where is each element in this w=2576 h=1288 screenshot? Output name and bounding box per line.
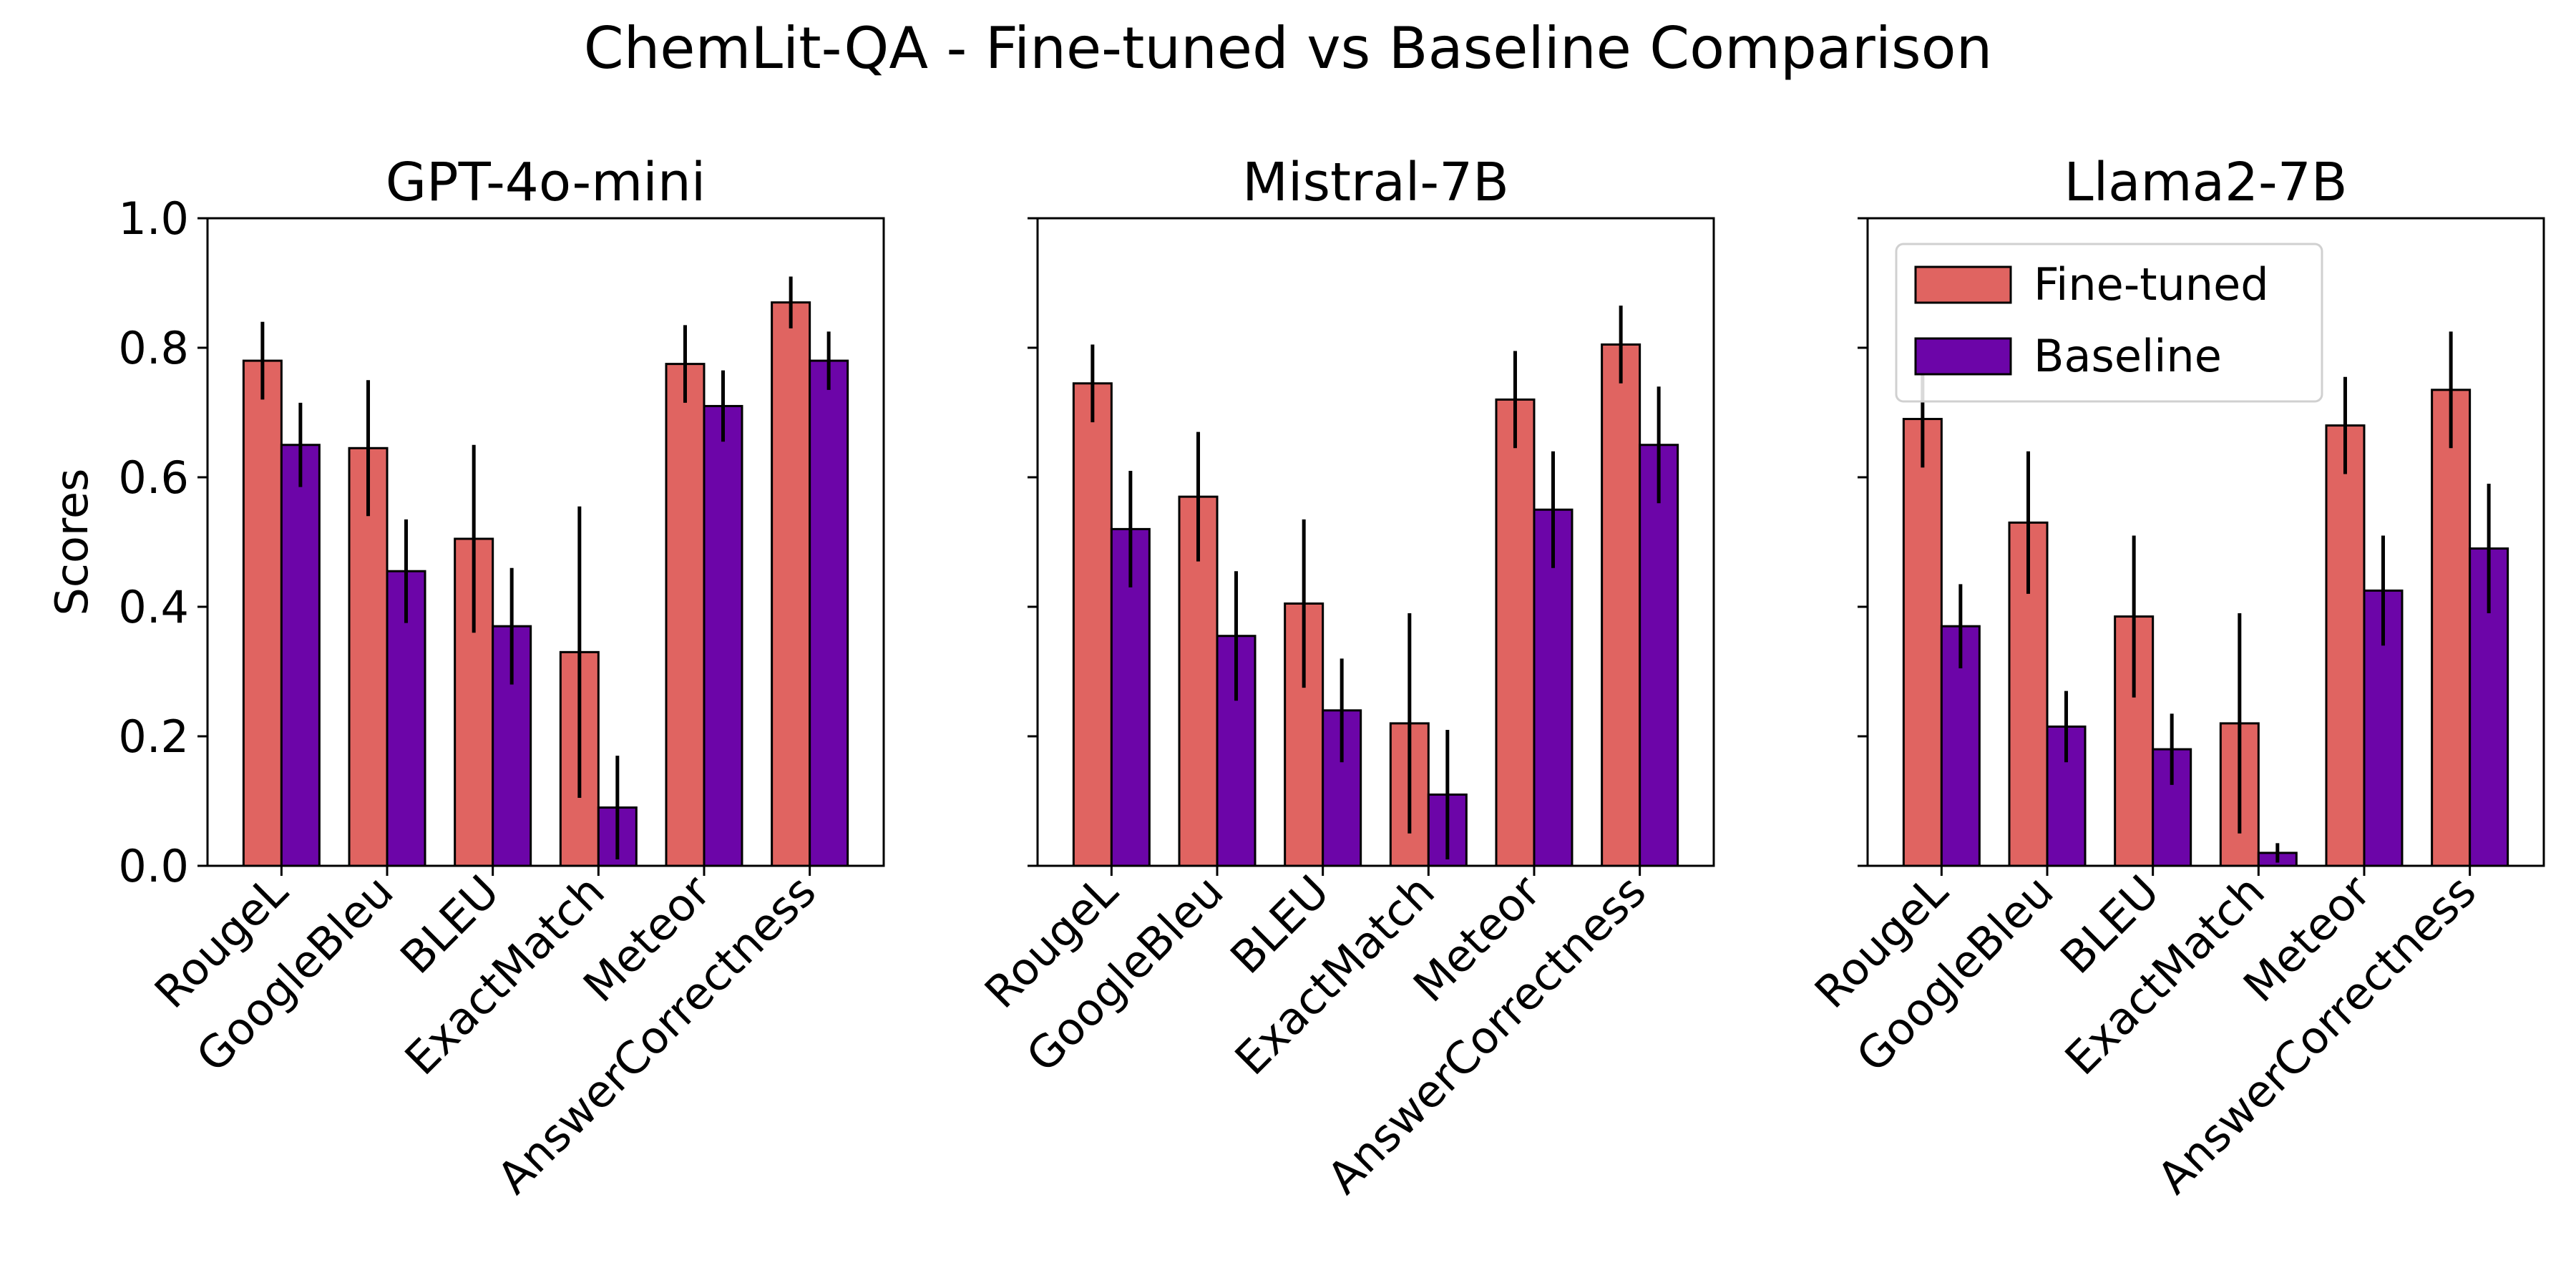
y-tick-label: 0.0 <box>118 840 189 892</box>
bar-fine-tuned-rougel <box>1072 382 1113 867</box>
bar-baseline-answercorrectness <box>809 359 849 867</box>
axes-frame <box>1036 217 1715 867</box>
y-tick-label: 0.2 <box>118 711 189 763</box>
bar-fine-tuned-rougel <box>1902 418 1943 867</box>
axes-frame <box>206 217 885 867</box>
bar-fine-tuned-answercorrectness <box>771 301 811 867</box>
bar-fine-tuned-meteor <box>1495 398 1536 867</box>
y-tick-label: 0.6 <box>118 452 189 504</box>
bar-baseline-rougel <box>280 444 321 867</box>
axes-frame <box>1866 217 2545 867</box>
bar-fine-tuned-answercorrectness <box>1601 343 1641 867</box>
chart-title: Mistral-7B <box>1242 152 1509 213</box>
legend: Fine-tuned Baseline <box>1895 243 2323 403</box>
bar-baseline-meteor <box>703 404 743 867</box>
chart-title: GPT-4o-mini <box>386 152 706 213</box>
bar-fine-tuned-rougel <box>242 359 283 867</box>
bar-fine-tuned-answercorrectness <box>2431 389 2472 867</box>
y-tick-label: 1.0 <box>118 192 189 245</box>
bar-fine-tuned-meteor <box>2325 424 2366 867</box>
bar-fine-tuned-meteor <box>665 363 706 867</box>
legend-label-fine-tuned: Fine-tuned <box>2034 258 2269 311</box>
legend-label-baseline: Baseline <box>2034 330 2222 382</box>
bar-baseline-answercorrectness <box>1639 444 1679 867</box>
legend-swatch-baseline <box>1914 337 2012 376</box>
y-tick-label: 0.8 <box>118 322 189 374</box>
y-tick-label: 0.4 <box>118 581 189 633</box>
y-axis-label: Scores <box>46 469 98 616</box>
chart-title: Llama2-7B <box>2064 152 2347 213</box>
chart-panel-2: RougeLGoogleBleuBLEUExactMatchMeteorAnsw… <box>975 152 1715 1204</box>
figure-title: ChemLit-QA - Fine-tuned vs Baseline Comp… <box>584 15 1993 82</box>
legend-swatch-fine-tuned <box>1914 265 2012 304</box>
